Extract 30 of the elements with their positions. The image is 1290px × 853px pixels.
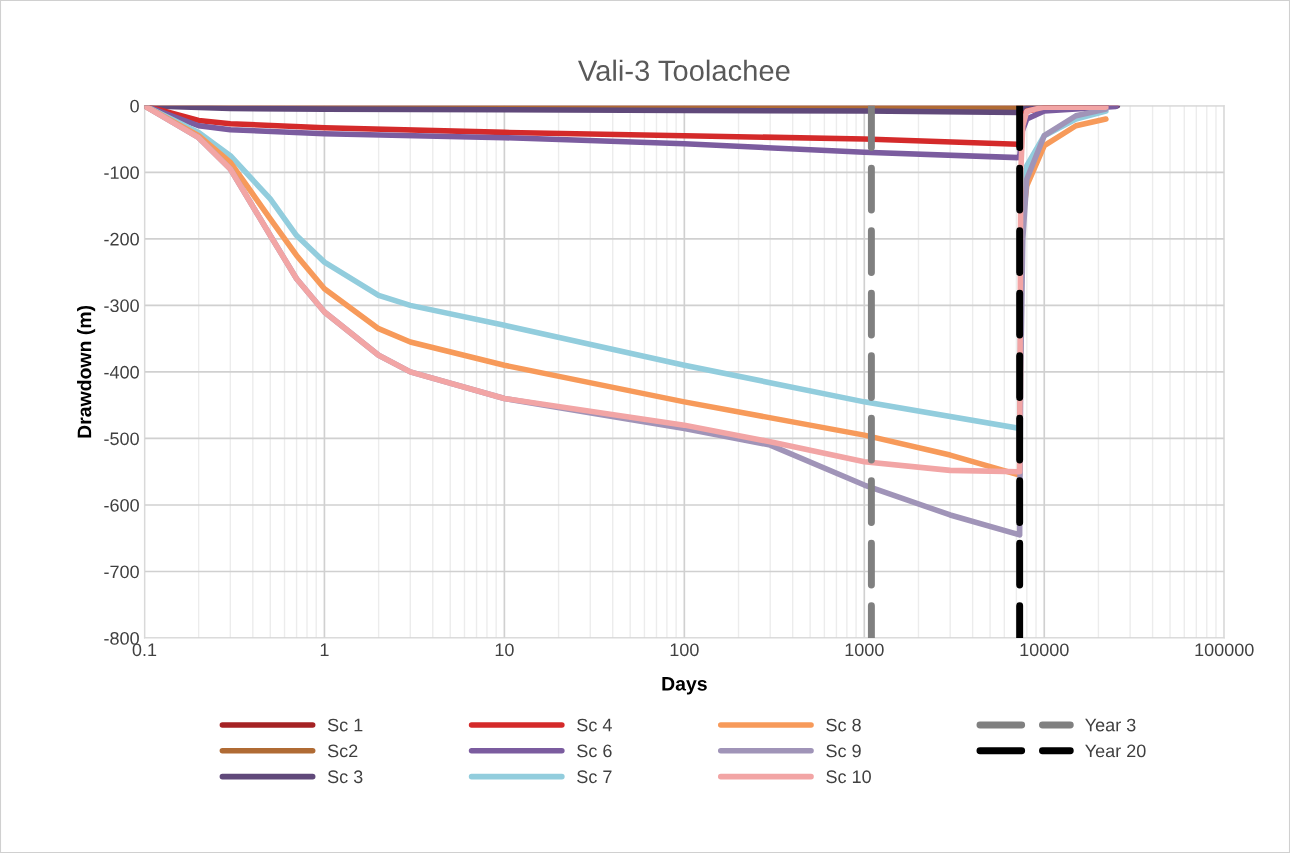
x-axis-title: Days <box>662 677 707 695</box>
legend-label: Sc2 <box>327 744 358 758</box>
x-tick-label: 10000 <box>1020 643 1069 657</box>
y-tick-label: -400 <box>104 365 139 379</box>
x-tick-label: 1000 <box>845 643 884 657</box>
chart-title: Vali-3 Toolachee <box>577 59 790 82</box>
y-tick-label: -800 <box>104 631 139 645</box>
legend-label: Sc 9 <box>826 744 861 758</box>
legend-label: Sc 3 <box>327 770 363 784</box>
y-axis-title: Drawdown (m) <box>77 305 96 438</box>
x-tick-label: 10 <box>495 643 514 657</box>
y-tick-label: -300 <box>104 299 139 313</box>
x-tick-label: 100 <box>670 643 699 657</box>
legend-label: Sc 1 <box>327 718 363 732</box>
y-tick-label: 0 <box>130 99 139 113</box>
legend-label: Sc 7 <box>577 770 612 784</box>
y-tick-label: -700 <box>104 565 139 579</box>
y-tick-label: -100 <box>104 166 139 180</box>
legend-label: Sc 6 <box>577 744 612 758</box>
legend-label: Year 20 <box>1085 744 1146 758</box>
legend-label: Sc 4 <box>577 718 612 732</box>
y-tick-label: -500 <box>104 432 139 446</box>
x-tick-label: 100000 <box>1195 643 1254 657</box>
legend-label: Sc 10 <box>826 770 871 784</box>
legend-label: Year 3 <box>1085 718 1136 732</box>
x-tick-label: 1 <box>320 643 329 656</box>
x-tick-label: 0.1 <box>132 643 157 657</box>
y-tick-label: -600 <box>104 498 139 512</box>
legend-label: Sc 8 <box>826 718 861 732</box>
y-tick-label: -200 <box>104 232 139 246</box>
